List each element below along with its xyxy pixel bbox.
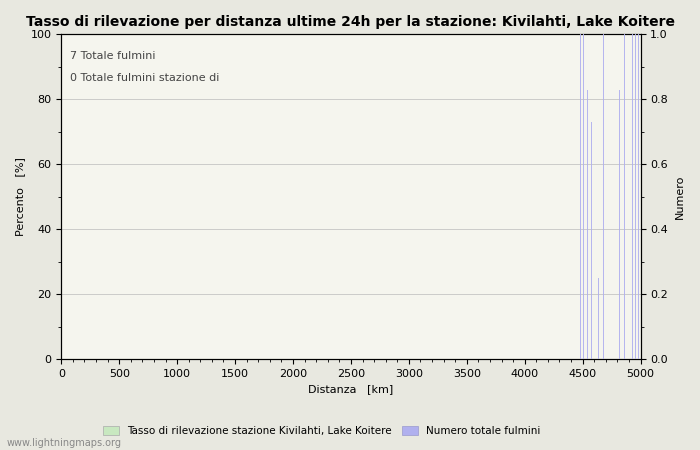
Text: 7 Totale fulmini: 7 Totale fulmini [70, 50, 155, 61]
Bar [640, 34, 641, 359]
Y-axis label: Percento   [%]: Percento [%] [15, 158, 25, 236]
Text: 0 Totale fulmini stazione di: 0 Totale fulmini stazione di [70, 73, 219, 83]
Y-axis label: Numero: Numero [675, 175, 685, 219]
X-axis label: Distanza   [km]: Distanza [km] [308, 384, 393, 395]
Bar [598, 278, 599, 359]
Bar [624, 34, 625, 359]
Title: Tasso di rilevazione per distanza ultime 24h per la stazione: Kivilahti, Lake Ko: Tasso di rilevazione per distanza ultime… [27, 15, 676, 29]
Bar [580, 34, 581, 359]
Text: www.lightningmaps.org: www.lightningmaps.org [7, 438, 122, 448]
Legend: Tasso di rilevazione stazione Kivilahti, Lake Koitere, Numero totale fulmini: Tasso di rilevazione stazione Kivilahti,… [99, 422, 545, 440]
Bar [603, 34, 604, 359]
Bar [587, 90, 588, 359]
Bar [632, 34, 633, 359]
Bar [583, 34, 584, 359]
